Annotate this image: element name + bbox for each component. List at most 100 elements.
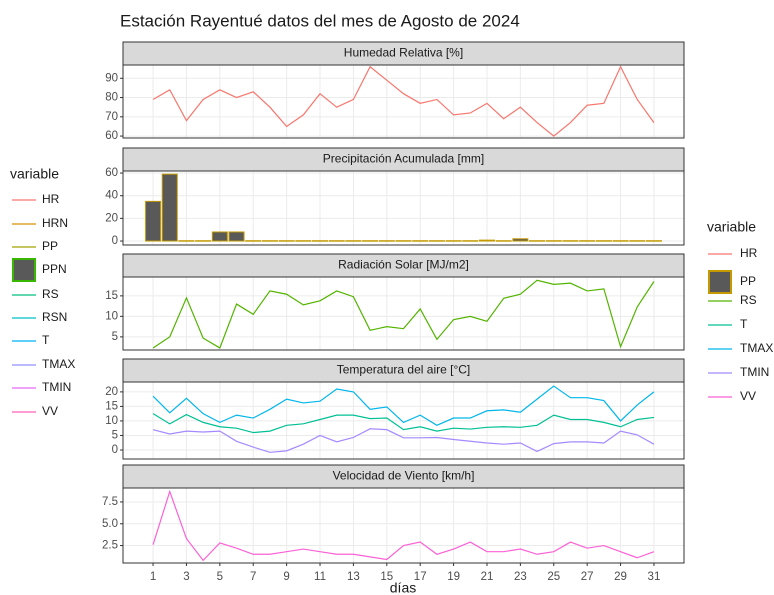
- bar: [629, 240, 646, 242]
- x-tick-label: 27: [581, 571, 594, 583]
- legend-label: PP: [740, 274, 756, 288]
- bar: [545, 240, 562, 242]
- panel-title: Velocidad de Viento [km/h]: [333, 469, 475, 483]
- x-tick-label: 1: [150, 571, 156, 583]
- y-tick-label: 40: [105, 190, 118, 202]
- x-tick-label: 7: [250, 571, 256, 583]
- legend-label: VV: [42, 404, 58, 418]
- legend-label: VV: [740, 389, 756, 403]
- legend-label: T: [740, 317, 748, 331]
- y-tick-label: 60: [105, 167, 118, 179]
- y-tick-label: 20: [105, 212, 118, 224]
- bar: [395, 240, 412, 242]
- bar: [145, 200, 162, 242]
- y-tick-label: 90: [105, 72, 118, 84]
- y-tick-label: 5: [112, 429, 118, 441]
- y-tick-label: 70: [105, 111, 118, 123]
- x-tick-label: 11: [314, 571, 326, 583]
- bar: [579, 240, 596, 242]
- y-tick-label: 10: [105, 415, 118, 427]
- x-tick-label: 25: [547, 571, 560, 583]
- x-tick-label: 9: [283, 571, 289, 583]
- legend-key: [12, 258, 36, 282]
- bar: [312, 240, 329, 242]
- panel-border: [122, 381, 685, 460]
- bar: [478, 239, 495, 242]
- legend-label: TMIN: [740, 365, 769, 379]
- legend-label: TMAX: [740, 341, 773, 355]
- bar: [328, 240, 345, 242]
- legend-label: HR: [42, 192, 60, 206]
- line: [152, 279, 655, 349]
- bar: [161, 173, 178, 242]
- bar: [512, 238, 529, 242]
- line: [152, 413, 655, 434]
- legend-label: HRN: [42, 216, 68, 230]
- y-tick-label: 15: [105, 400, 118, 412]
- line: [152, 65, 655, 137]
- legend-label: T: [42, 333, 50, 347]
- bar: [495, 240, 512, 242]
- panel-title: Humedad Relativa [%]: [344, 46, 463, 60]
- bar: [278, 240, 295, 242]
- y-tick-label: 80: [105, 92, 118, 104]
- panel: [123, 488, 684, 563]
- y-tick-label: 60: [105, 130, 118, 142]
- bar: [295, 240, 312, 242]
- bar: [428, 240, 445, 242]
- bar: [462, 240, 479, 242]
- legend-label: HR: [740, 246, 758, 260]
- x-tick-label: 23: [514, 571, 527, 583]
- y-tick-label: 7.5: [102, 496, 118, 508]
- x-tick-label: 29: [614, 571, 627, 583]
- bar: [378, 240, 395, 242]
- line: [152, 428, 655, 453]
- x-axis-label: días: [390, 580, 416, 595]
- bar: [211, 231, 228, 242]
- y-tick-label: 0: [112, 444, 118, 456]
- legend-label: TMAX: [42, 357, 75, 371]
- x-tick-label: 31: [648, 571, 661, 583]
- bar: [195, 240, 212, 242]
- line: [152, 489, 655, 562]
- legend-title: variable: [10, 166, 59, 182]
- x-tick-label: 13: [347, 571, 360, 583]
- panel-title: Precipitación Acumulada [mm]: [323, 152, 484, 166]
- legend-label: RS: [740, 293, 757, 307]
- legend-label: PP: [42, 239, 58, 253]
- panel: [123, 65, 684, 138]
- x-tick-label: 21: [481, 571, 494, 583]
- panel: [123, 277, 684, 350]
- x-tick-label: 17: [414, 571, 427, 583]
- panel-title: Radiación Solar [MJ/m2]: [338, 258, 469, 272]
- bar: [245, 240, 262, 242]
- panel-border: [122, 276, 685, 351]
- x-tick-label: 5: [217, 571, 223, 583]
- bar: [362, 240, 379, 242]
- y-tick-label: 5.0: [102, 518, 118, 530]
- y-tick-label: 10: [105, 310, 118, 322]
- y-tick-label: 5: [112, 331, 118, 343]
- panel-title: Temperatura del aire [°C]: [337, 363, 471, 377]
- line: [152, 385, 655, 426]
- bar: [345, 240, 362, 242]
- x-tick-label: 3: [183, 571, 189, 583]
- legend-label: RSN: [42, 310, 67, 324]
- y-tick-label: 2.5: [102, 540, 118, 552]
- legend-label: TMIN: [42, 380, 71, 394]
- bar: [595, 240, 612, 242]
- chart-title: Estación Rayentué datos del mes de Agost…: [120, 11, 520, 30]
- x-tick-label: 19: [447, 571, 460, 583]
- bar: [261, 240, 278, 242]
- bar: [529, 240, 546, 242]
- legend-label: PPN: [42, 262, 67, 276]
- x-tick-label: 15: [380, 571, 393, 583]
- panel-border: [122, 487, 685, 564]
- legend-label: RS: [42, 287, 59, 301]
- panel-border: [122, 64, 685, 139]
- bar: [612, 240, 629, 242]
- panel-border: [122, 170, 685, 246]
- y-tick-label: 0: [112, 235, 118, 247]
- y-tick-label: 20: [105, 386, 118, 398]
